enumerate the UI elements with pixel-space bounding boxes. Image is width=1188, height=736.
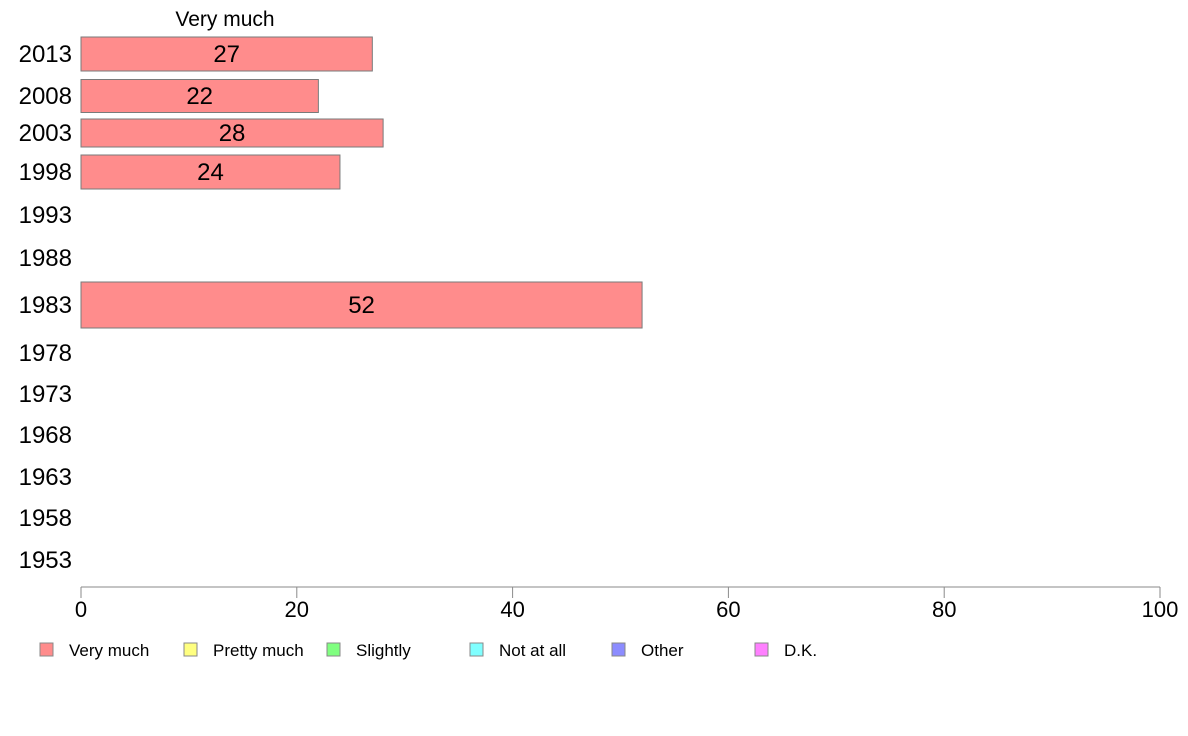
- y-tick-label-2003: 2003: [19, 120, 72, 147]
- x-tick-label-20: 20: [285, 597, 309, 622]
- bar-2013: [80, 36, 373, 72]
- y-tick-label-2013: 2013: [19, 41, 72, 68]
- y-axis-labels: 2013 2008 2003 1998 1993 1988 1983 1978 1973 1968…: [19, 41, 72, 574]
- bar-value-label-1998: 24: [197, 159, 224, 186]
- x-tick-label-100: 100: [1142, 597, 1179, 622]
- y-tick-label-2008: 2008: [19, 83, 72, 110]
- y-tick-label-1988: 1988: [19, 245, 72, 272]
- bar-value-label-2013: 27: [213, 41, 240, 68]
- legend-swatch-not-at-all: [469, 642, 484, 657]
- legend-swatch-slightly: [326, 642, 341, 657]
- legend: Very much Pretty much Slightly Not at all Ot…: [39, 641, 817, 660]
- y-tick-label-1983: 1983: [19, 292, 72, 319]
- legend-swatch-pretty-much: [183, 642, 198, 657]
- bar-2008: [80, 79, 319, 113]
- bar-2003: [80, 118, 384, 148]
- bar-1983: [80, 281, 643, 329]
- legend-label-pretty-much: Pretty much: [213, 641, 304, 660]
- legend-swatch-d-k: [754, 642, 769, 657]
- legend-label-not-at-all: Not at all: [499, 641, 566, 660]
- legend-label-very-much: Very much: [69, 641, 149, 660]
- legend-swatch-very-much: [39, 642, 54, 657]
- x-tick-label-40: 40: [500, 597, 524, 622]
- y-tick-label-1968: 1968: [19, 422, 72, 449]
- legend-label-slightly: Slightly: [356, 641, 411, 660]
- bar-value-label-1983: 52: [348, 292, 375, 319]
- bar-value-label-2008: 22: [186, 83, 213, 110]
- y-tick-label-1958: 1958: [19, 505, 72, 532]
- series-header-label: Very much: [175, 8, 274, 31]
- y-tick-label-1978: 1978: [19, 340, 72, 367]
- x-tick-label-80: 80: [932, 597, 956, 622]
- bar-1998: [80, 154, 341, 190]
- x-axis: 0 20 40 60 80 100: [75, 586, 1179, 622]
- legend-label-d-k: D.K.: [784, 641, 817, 660]
- x-tick-label-60: 60: [716, 597, 740, 622]
- legend-swatch-other: [611, 642, 626, 657]
- y-tick-label-1953: 1953: [19, 547, 72, 574]
- legend-label-other: Other: [641, 641, 684, 660]
- x-tick-label-0: 0: [75, 597, 87, 622]
- y-tick-label-1998: 1998: [19, 159, 72, 186]
- y-tick-label-1963: 1963: [19, 464, 72, 491]
- y-tick-label-1993: 1993: [19, 202, 72, 229]
- y-tick-label-1973: 1973: [19, 381, 72, 408]
- bar-value-label-2003: 28: [219, 120, 246, 147]
